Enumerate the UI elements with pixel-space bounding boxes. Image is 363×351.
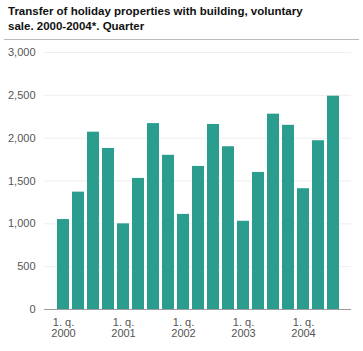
svg-text:1. q.2003: 1. q.2003 <box>231 316 255 339</box>
svg-text:2,500: 2,500 <box>8 89 36 101</box>
svg-text:500: 500 <box>17 260 35 272</box>
svg-text:0: 0 <box>29 303 35 315</box>
svg-text:2,000: 2,000 <box>8 132 36 144</box>
svg-text:3,000: 3,000 <box>8 46 36 58</box>
svg-text:1. q.2001: 1. q.2001 <box>111 316 135 339</box>
svg-text:1. q.2000: 1. q.2000 <box>51 316 75 339</box>
html-text:Transfer of holiday properties: Transfer of holiday properties with buil… <box>8 5 303 32</box>
svg-text:1,000: 1,000 <box>8 217 36 229</box>
svg-text:1. q.2004: 1. q.2004 <box>291 316 315 339</box>
svg-text:1. q.2002: 1. q.2002 <box>171 316 195 339</box>
svg-text:1,500: 1,500 <box>8 175 36 187</box>
